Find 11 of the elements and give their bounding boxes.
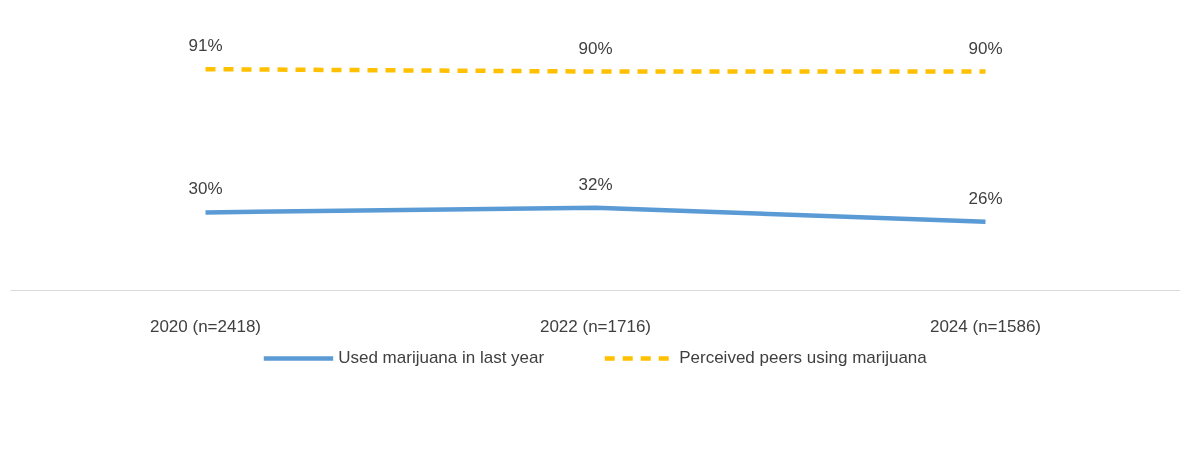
x-tick-label: 2022 (n=1716) [539,316,652,336]
x-tick-label: 2024 (n=1586) [929,316,1042,336]
data-label: 91% [188,36,223,56]
data-label: 90% [968,38,1003,58]
data-label: 90% [578,38,613,58]
data-label: 30% [188,179,223,199]
legend-label: Used marijuana in last year [338,348,545,368]
data-label: 26% [968,188,1003,208]
data-label: 32% [578,174,613,194]
x-tick-label: 2020 (n=2418) [149,316,262,336]
legend-label: Perceived peers using marijuana [679,348,927,368]
